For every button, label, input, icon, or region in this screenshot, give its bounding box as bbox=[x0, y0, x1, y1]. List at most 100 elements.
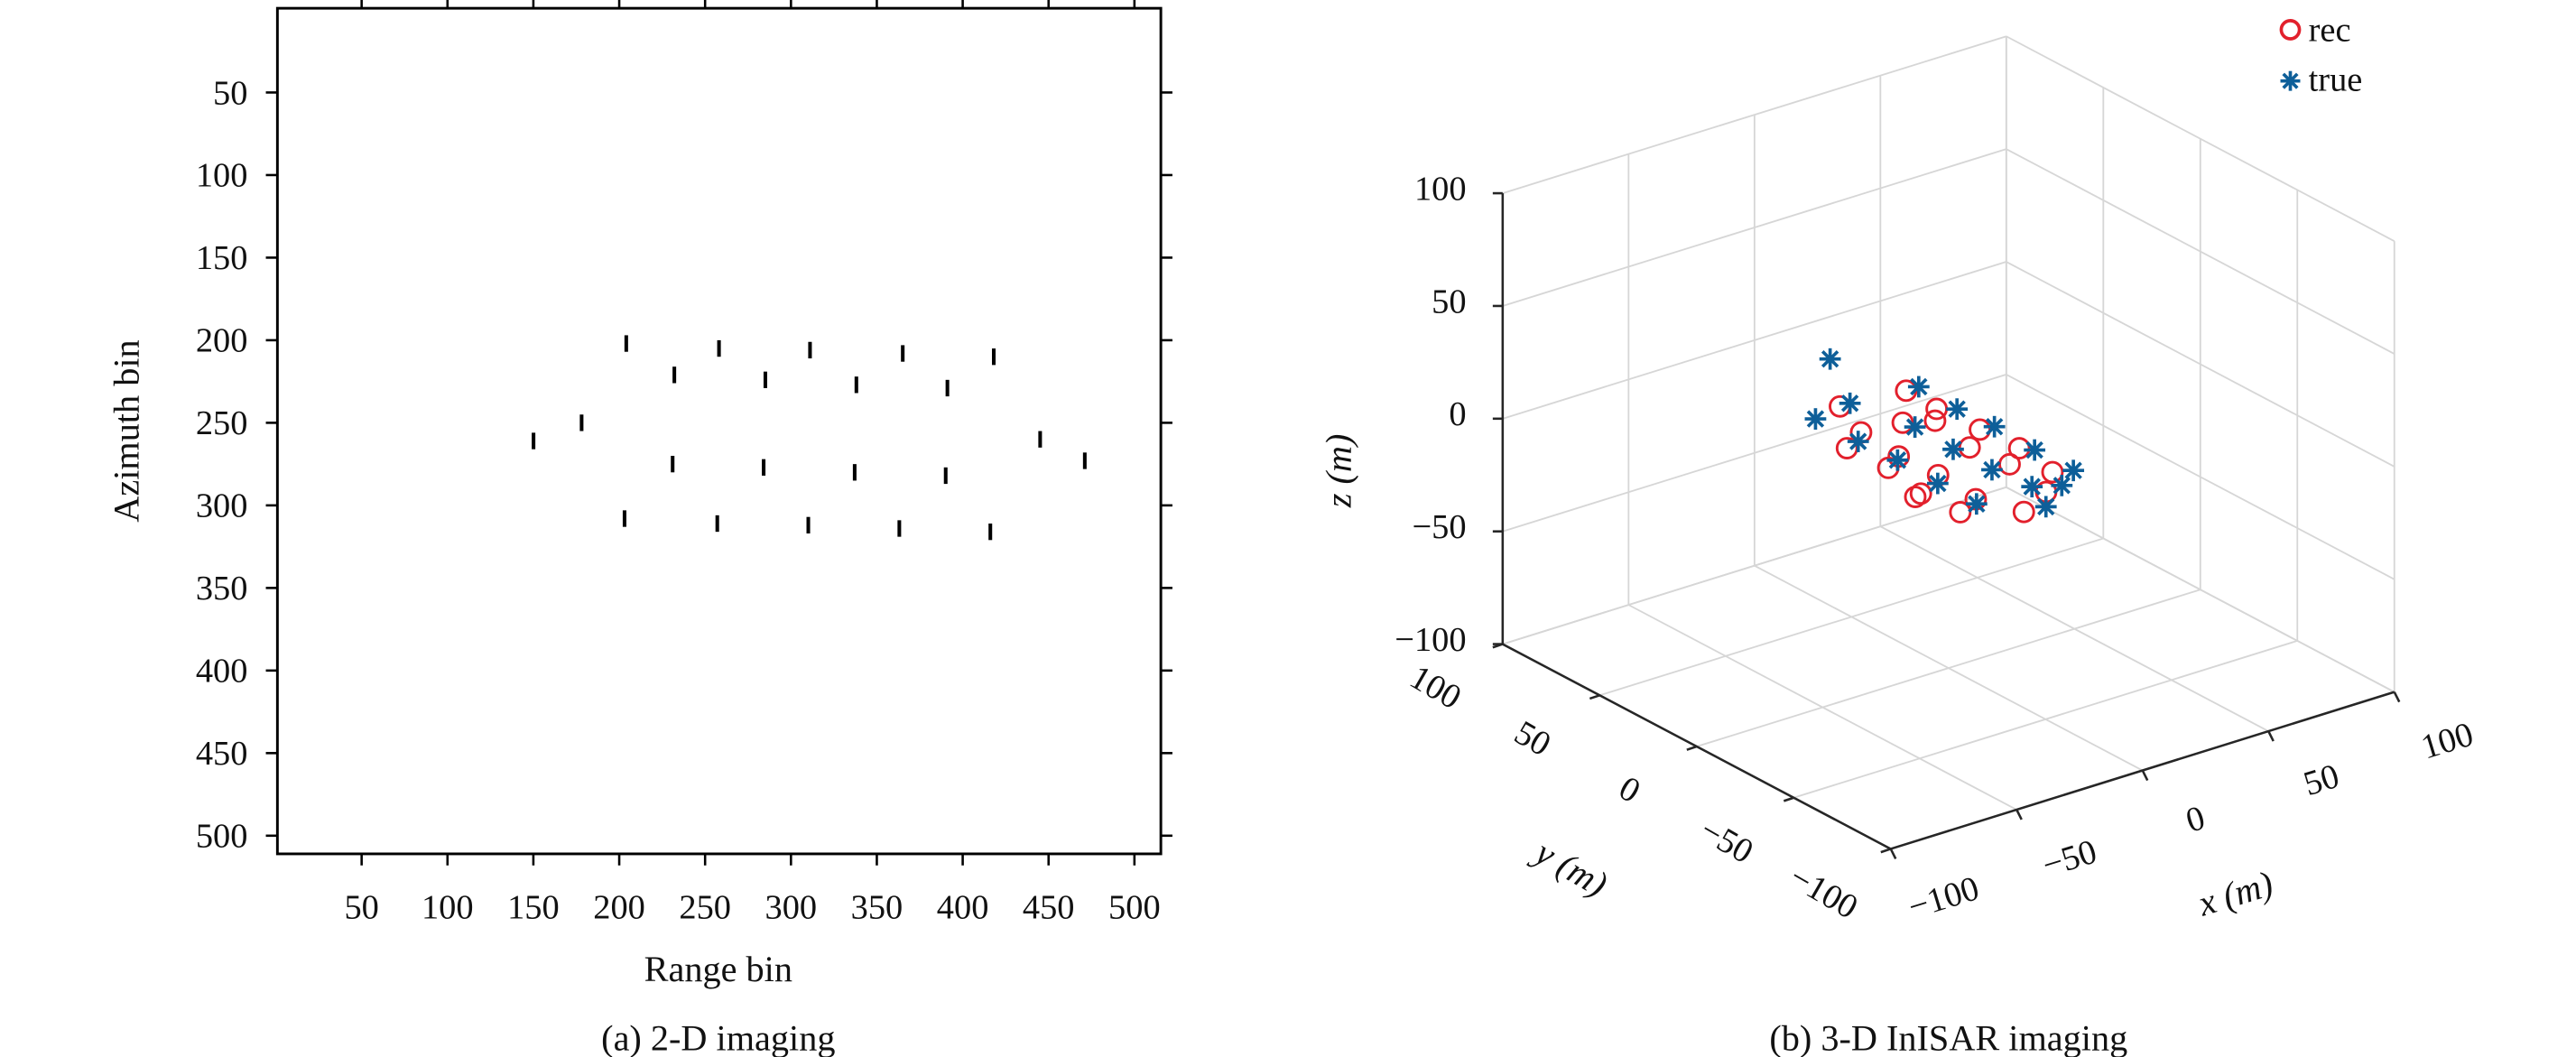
true-point bbox=[2062, 459, 2085, 482]
x-tick-label: 350 bbox=[851, 888, 903, 926]
y-tick-label: 400 bbox=[196, 653, 248, 691]
y-tick-label: 100 bbox=[1404, 658, 1468, 717]
plot-3d-grid bbox=[1501, 35, 2395, 850]
true-point bbox=[1804, 408, 1827, 430]
plot-3d-points bbox=[1804, 348, 2085, 524]
true-point bbox=[1926, 472, 1949, 495]
scatterer-point bbox=[579, 414, 584, 431]
grid-line-side-wall bbox=[2006, 148, 2395, 355]
star-stroke bbox=[1983, 460, 2001, 479]
scatterer-point bbox=[808, 341, 812, 359]
z-tick-label: −100 bbox=[1395, 621, 1466, 659]
z-tick-label: −50 bbox=[1413, 508, 1467, 546]
x-tick-label: 100 bbox=[422, 888, 474, 926]
plot-2d-imaging: 50 100 150 200 250 300 350 400 450 500 50 100 150 200… bbox=[107, 0, 1172, 1057]
y-tick-label: 100 bbox=[196, 157, 248, 195]
true-point bbox=[2051, 474, 2073, 496]
scatterer-point bbox=[992, 348, 996, 366]
true-point bbox=[1904, 416, 1926, 438]
star-stroke bbox=[1905, 418, 1924, 436]
legend: rec true bbox=[2279, 12, 2363, 99]
plot-3d-xlabel: x (m) bbox=[2192, 863, 2277, 924]
true-point bbox=[1907, 376, 1930, 398]
scatterer-point bbox=[532, 432, 536, 450]
true-point bbox=[1965, 493, 1988, 515]
true-point bbox=[1981, 459, 2003, 481]
star-stroke bbox=[2023, 478, 2041, 496]
rec-point bbox=[2012, 500, 2035, 524]
true-point bbox=[1983, 415, 2006, 438]
scatterer-point bbox=[672, 366, 677, 384]
y-tick-label: 50 bbox=[213, 74, 247, 112]
true-point bbox=[1946, 398, 1969, 421]
rec-point bbox=[1923, 409, 1947, 432]
x-tick-label: 400 bbox=[937, 888, 989, 926]
plot-2d-ticks: 50 100 150 200 250 300 350 400 450 500 50 100 150 200… bbox=[196, 0, 1172, 926]
x-tick-label: 450 bbox=[1023, 888, 1075, 926]
star-stroke bbox=[1929, 474, 1947, 493]
grid-line-floor bbox=[1599, 537, 2104, 697]
scatterer-point bbox=[717, 339, 721, 357]
x-tick-label: −100 bbox=[1904, 869, 1983, 926]
scatterer-point bbox=[762, 459, 766, 476]
x-tick bbox=[2141, 769, 2149, 782]
y-tick bbox=[1880, 848, 1892, 854]
y-tick bbox=[1589, 694, 1600, 700]
x-tick-label: 100 bbox=[2417, 716, 2478, 767]
true-point bbox=[1839, 392, 1861, 414]
x-tick-label: 0 bbox=[2182, 799, 2210, 840]
grid-line-back-wall bbox=[1502, 35, 2007, 194]
scatterer-point bbox=[622, 510, 626, 527]
scatterer-point bbox=[897, 520, 902, 537]
x-tick bbox=[2393, 691, 2401, 703]
y-tick-label: 200 bbox=[196, 322, 248, 360]
star-stroke bbox=[1985, 418, 2004, 436]
star-stroke bbox=[2037, 497, 2055, 516]
scatterer-point bbox=[671, 455, 675, 473]
plot-3d-ylabel: y (m) bbox=[1525, 830, 1615, 904]
legend-true-marker-icon bbox=[2280, 70, 2301, 91]
true-point bbox=[1942, 438, 1964, 460]
grid-line-back-wall bbox=[1502, 374, 2007, 533]
x-tick-label: −50 bbox=[2038, 833, 2101, 885]
x-tick-label: 250 bbox=[679, 888, 731, 926]
y-tick-label: 50 bbox=[1508, 714, 1557, 765]
plot-3d-caption: (b) 3-D InISAR imaging bbox=[1769, 1018, 2127, 1057]
scatterer-point bbox=[945, 379, 950, 397]
scatterer-point bbox=[854, 376, 858, 394]
star-stroke bbox=[1806, 410, 1825, 428]
scatterer-point bbox=[852, 464, 857, 481]
x-tick-label: 300 bbox=[765, 888, 818, 926]
true-point bbox=[2034, 496, 2057, 518]
star-stroke bbox=[1821, 350, 1839, 368]
rec-point bbox=[1904, 486, 1927, 508]
star-stroke bbox=[1944, 440, 1962, 459]
true-point bbox=[2024, 439, 2046, 461]
x-tick bbox=[2267, 730, 2275, 742]
y-tick-label: 350 bbox=[196, 570, 248, 607]
y-tick bbox=[1492, 643, 1504, 649]
x-tick-label: 50 bbox=[344, 888, 378, 926]
grid-line-back-wall bbox=[1502, 148, 2007, 307]
scatterer-point bbox=[624, 335, 628, 352]
true-point bbox=[2021, 476, 2043, 498]
x-tick bbox=[1889, 848, 1897, 860]
rec-point bbox=[2041, 460, 2064, 484]
scatterer-point bbox=[806, 516, 811, 533]
y-tick-label: 450 bbox=[196, 735, 248, 773]
star-stroke bbox=[2052, 477, 2071, 495]
plot-2d-points bbox=[532, 335, 1087, 541]
legend-true-label: true bbox=[2309, 61, 2363, 99]
x-tick-label: 150 bbox=[507, 888, 560, 926]
scatterer-point bbox=[715, 515, 719, 533]
z-tick-label: 100 bbox=[1414, 170, 1467, 208]
plot-2d-frame bbox=[275, 6, 1163, 856]
x-tick bbox=[2015, 809, 2023, 821]
star-stroke bbox=[1948, 400, 1966, 418]
star-stroke bbox=[1840, 394, 1859, 413]
y-tick-label: 500 bbox=[196, 818, 248, 856]
star-stroke bbox=[2282, 72, 2299, 89]
y-tick-label: −50 bbox=[1693, 811, 1759, 871]
star-stroke bbox=[1849, 432, 1867, 450]
